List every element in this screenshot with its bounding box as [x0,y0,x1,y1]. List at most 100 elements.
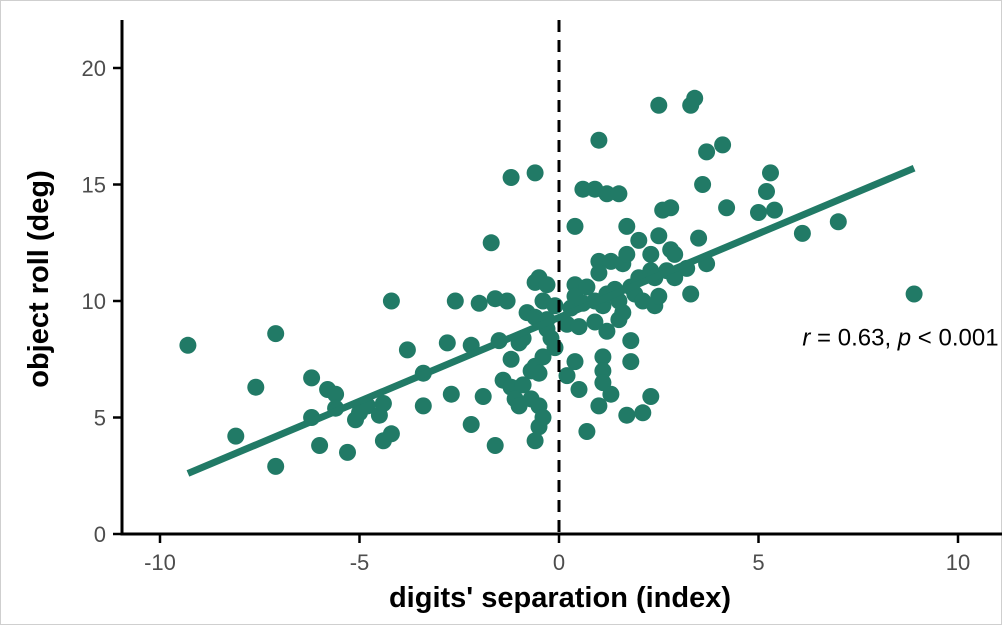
data-point [327,385,345,403]
data-point [750,204,767,221]
data-point [534,348,552,366]
y-tick-label: 20 [82,56,106,81]
data-point [438,334,456,352]
data-point [374,395,392,412]
data-point [526,432,544,450]
data-point [598,185,616,203]
data-point [382,425,400,443]
data-point [303,369,321,387]
data-point [618,217,636,235]
data-point [534,409,552,426]
data-point [227,427,245,445]
data-point [339,443,356,461]
data-point [498,292,516,310]
data-point [566,353,584,371]
y-tick-label: 0 [94,522,106,547]
r-value: = 0.63, [810,324,897,351]
data-point [247,378,265,396]
data-point [558,367,576,385]
y-tick-label: 10 [82,289,106,314]
x-axis-ticks: -10 -5 0 5 10 [144,534,970,575]
data-point [590,131,608,149]
y-axis-ticks: 0 5 10 15 20 [82,56,122,547]
data-point [618,245,636,263]
x-tick-label: 0 [553,550,565,575]
data-point [414,397,432,415]
data-point [486,437,504,454]
data-point [474,388,492,405]
y-tick-label: 15 [82,173,106,198]
data-point [514,376,532,394]
data-point [762,164,779,182]
data-point [502,169,520,186]
data-point [574,180,592,198]
data-point [642,245,660,263]
x-tick-label: -5 [350,550,370,575]
data-point [267,457,285,475]
x-axis-title: digits' separation (index) [389,582,731,614]
data-point [682,285,700,303]
data-point [442,385,460,403]
data-point [470,294,488,312]
data-point [602,385,620,403]
data-point [698,143,716,161]
data-point [666,245,684,263]
data-point [694,176,712,193]
data-point [766,201,783,219]
data-point [634,404,652,422]
data-point [590,264,608,282]
data-point [622,353,640,371]
data-point [578,278,596,296]
data-point [586,313,604,331]
r-symbol: r [802,324,811,351]
p-value: < 0.001 [911,324,998,351]
data-point [590,397,608,415]
correlation-annotation: r = 0.63, p < 0.001 [802,324,998,351]
data-point [546,339,564,357]
data-point [526,164,544,182]
data-point [546,297,564,315]
data-point [538,276,556,294]
data-point [502,350,520,368]
data-point [642,388,660,405]
data-point [610,185,628,203]
x-tick-label: 10 [946,550,970,575]
data-point [530,364,548,382]
regression-line [186,164,916,477]
data-point [793,224,811,242]
data-point [714,136,732,154]
data-point [650,227,668,245]
x-tick-label: -10 [144,550,176,575]
data-point [482,234,500,252]
data-point [570,318,588,336]
data-point [905,285,923,303]
data-point [650,96,668,114]
data-point [662,199,680,217]
data-point [566,217,584,235]
data-point [462,416,480,433]
p-symbol: p [897,324,911,351]
data-point [267,325,285,343]
y-axis-title: object roll (deg) [23,170,55,388]
data-point [614,304,632,322]
data-point [594,362,612,380]
data-point [650,287,668,305]
data-point [718,199,736,217]
data-point [578,423,596,440]
data-point [311,437,329,454]
x-tick-label: 5 [752,550,764,575]
data-point [598,322,616,340]
data-point [179,336,197,354]
data-point [594,348,612,366]
data-point [630,231,648,249]
data-point [570,381,588,398]
data-point [622,332,640,350]
data-point [829,213,847,231]
data-point [398,341,416,359]
data-point [686,89,704,107]
data-point [382,292,400,310]
data-point [758,183,775,200]
data-points [179,89,923,475]
